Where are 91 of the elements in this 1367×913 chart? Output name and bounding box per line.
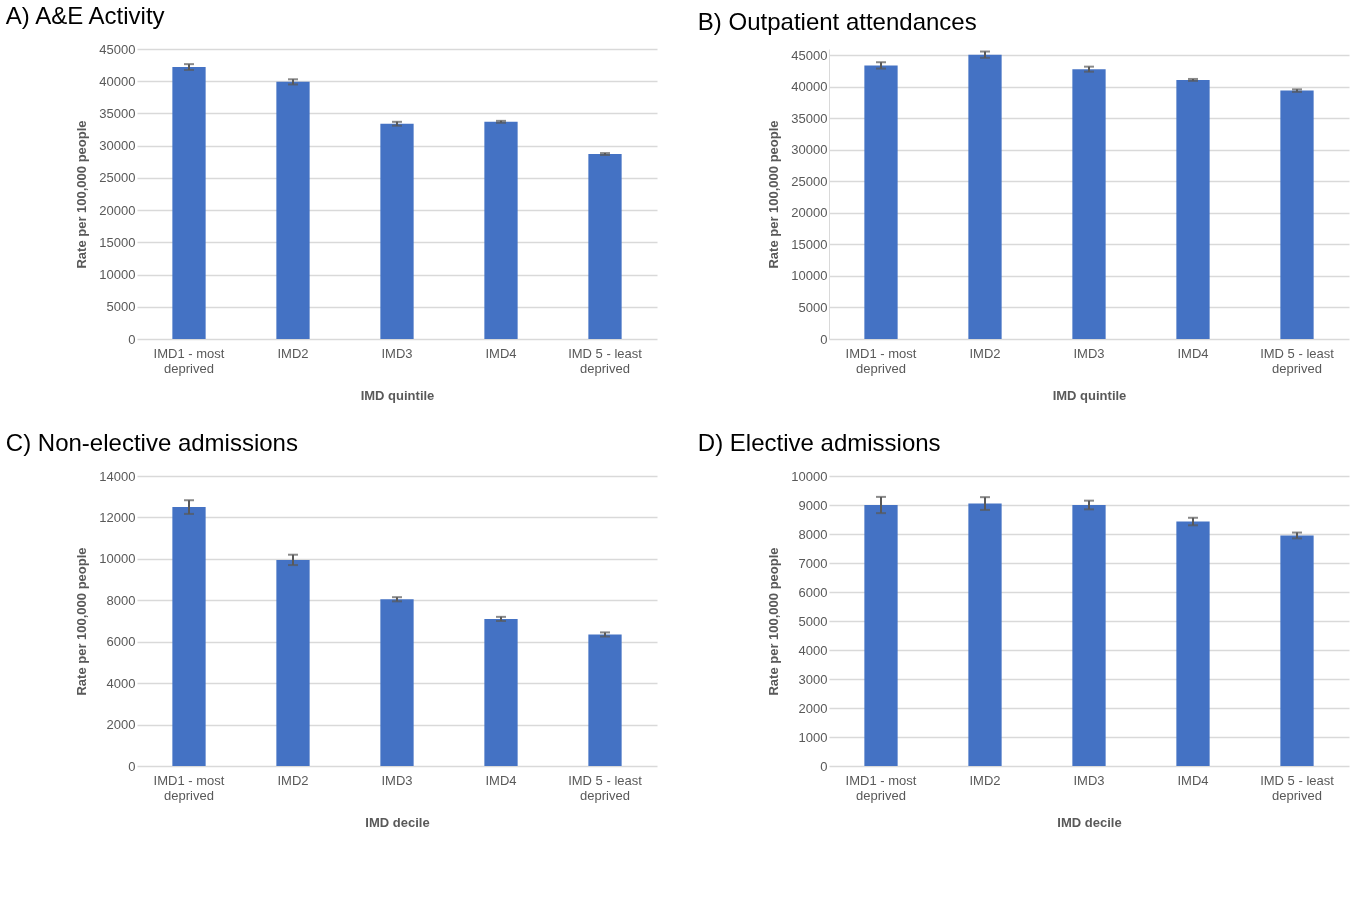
- y-tick-label: 4000: [106, 675, 136, 691]
- y-tick-label: 5000: [798, 613, 828, 629]
- y-tick-label: 0: [128, 331, 136, 347]
- bar: [276, 559, 310, 766]
- bar: [864, 505, 898, 766]
- y-tick-label: 2000: [798, 700, 828, 716]
- x-tick-label: IMD3: [1073, 772, 1105, 788]
- x-tick-label: IMD4: [485, 345, 517, 361]
- y-tick-label: 8000: [798, 526, 828, 542]
- x-tick-label: IMD2: [969, 345, 1001, 361]
- y-tick-label: 9000: [798, 497, 828, 513]
- y-tick-label: 15000: [99, 234, 136, 250]
- y-tick-label: 25000: [791, 173, 828, 189]
- bar: [276, 81, 310, 339]
- bar: [484, 121, 518, 339]
- y-tick-label: 30000: [791, 142, 828, 158]
- x-tick-label: IMD 5 - least deprived: [1260, 772, 1335, 803]
- y-tick-label: 12000: [99, 509, 136, 525]
- y-tick-label: 25000: [99, 170, 136, 186]
- y-tick-label: 45000: [791, 47, 828, 63]
- chart-title: B) Outpatient attendances: [697, 8, 977, 35]
- x-tick-label: IMD3: [1073, 345, 1105, 361]
- x-tick-label: IMD 5 - least deprived: [1260, 345, 1335, 376]
- y-axis-title: Rate per 100,000 people: [766, 120, 782, 269]
- y-tick-label: 1000: [798, 729, 828, 745]
- bar: [1176, 79, 1210, 339]
- bar: [864, 65, 898, 339]
- y-tick-label: 40000: [99, 73, 136, 89]
- bar: [380, 123, 414, 339]
- bar: [968, 503, 1002, 766]
- bar: [1072, 505, 1106, 766]
- x-tick-label: IMD2: [969, 772, 1001, 788]
- y-tick-label: 35000: [99, 105, 136, 121]
- y-tick-label: 5000: [798, 299, 828, 315]
- bar: [968, 54, 1002, 339]
- y-tick-label: 0: [820, 331, 828, 347]
- x-tick-label: IMD4: [1177, 345, 1209, 361]
- bar: [1280, 535, 1314, 766]
- y-tick-label: 10000: [791, 268, 828, 284]
- x-tick-label: IMD1 - most deprived: [845, 345, 917, 376]
- y-tick-label: 5000: [106, 299, 136, 315]
- y-tick-label: 10000: [99, 551, 136, 567]
- y-tick-label: 8000: [106, 592, 136, 608]
- x-tick-label: IMD2: [277, 772, 309, 788]
- y-tick-label: 6000: [798, 584, 828, 600]
- y-tick-label: 3000: [798, 671, 828, 687]
- x-tick-label: IMD4: [485, 772, 517, 788]
- y-axis-title: Rate per 100,000 people: [766, 547, 782, 696]
- y-axis-title: Rate per 100,000 people: [74, 120, 90, 269]
- x-tick-label: IMD3: [381, 345, 413, 361]
- bar: [172, 507, 206, 766]
- y-tick-label: 7000: [798, 555, 828, 571]
- y-axis-title: Rate per 100,000 people: [74, 547, 90, 696]
- y-tick-label: 0: [820, 758, 828, 774]
- x-tick-label: IMD4: [1177, 772, 1209, 788]
- x-axis-title: IMD decile: [1057, 814, 1122, 830]
- y-tick-label: 20000: [791, 205, 828, 221]
- chart-title: A) A&E Activity: [5, 2, 165, 29]
- bar: [1072, 69, 1106, 339]
- bar: [1280, 90, 1314, 339]
- x-tick-label: IMD 5 - least deprived: [568, 345, 643, 376]
- y-tick-label: 10000: [99, 267, 136, 283]
- chart-title: D) Elective admissions: [697, 429, 941, 456]
- y-tick-label: 4000: [798, 642, 828, 658]
- y-tick-label: 2000: [106, 717, 136, 733]
- x-axis-title: IMD decile: [365, 814, 430, 830]
- x-axis-title: IMD quintile: [1052, 387, 1127, 403]
- y-tick-label: 14000: [99, 468, 136, 484]
- y-tick-label: 20000: [99, 202, 136, 218]
- y-tick-label: 15000: [791, 236, 828, 252]
- bar: [484, 618, 518, 766]
- x-tick-label: IMD3: [381, 772, 413, 788]
- chart-title: C) Non-elective admissions: [5, 429, 298, 456]
- x-tick-label: IMD1 - most deprived: [153, 345, 225, 376]
- y-tick-label: 40000: [791, 79, 828, 95]
- x-tick-label: IMD2: [277, 345, 309, 361]
- y-tick-label: 0: [128, 758, 136, 774]
- y-tick-label: 35000: [791, 110, 828, 126]
- bar: [588, 634, 622, 766]
- bar: [380, 599, 414, 766]
- y-tick-label: 10000: [791, 468, 828, 484]
- bar: [172, 67, 206, 339]
- bar: [588, 154, 622, 339]
- y-tick-label: 6000: [106, 634, 136, 650]
- x-axis-title: IMD quintile: [360, 387, 435, 403]
- x-tick-label: IMD1 - most deprived: [845, 772, 917, 803]
- bar: [1176, 521, 1210, 766]
- x-tick-label: IMD 5 - least deprived: [568, 772, 643, 803]
- y-tick-label: 45000: [99, 41, 136, 57]
- y-tick-label: 30000: [99, 138, 136, 154]
- x-tick-label: IMD1 - most deprived: [153, 772, 225, 803]
